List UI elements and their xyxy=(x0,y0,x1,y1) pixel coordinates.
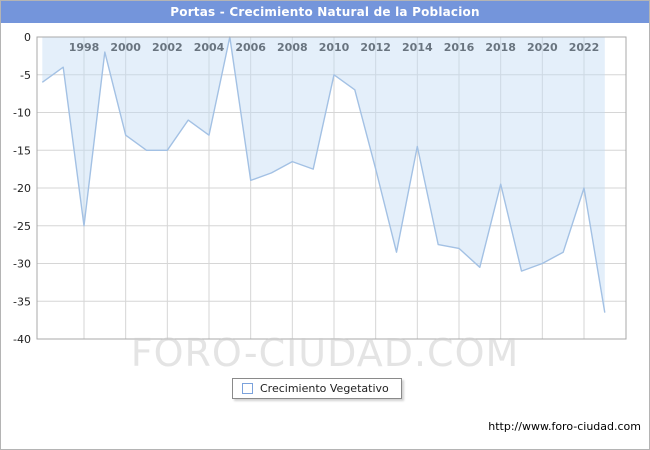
page-title: Portas - Crecimiento Natural de la Pobla… xyxy=(170,5,480,19)
y-tick-label: -5 xyxy=(20,69,31,82)
x-tick-label: 2016 xyxy=(444,41,475,54)
y-tick-label: 0 xyxy=(24,31,31,44)
series-area xyxy=(42,37,605,313)
x-tick-label: 2022 xyxy=(569,41,600,54)
footer-url-link[interactable]: http://www.foro-ciudad.com xyxy=(488,420,641,433)
y-tick-label: -35 xyxy=(13,295,31,308)
y-tick-label: -25 xyxy=(13,220,31,233)
y-tick-label: -15 xyxy=(13,144,31,157)
x-tick-label: 2008 xyxy=(277,41,308,54)
y-tick-label: -30 xyxy=(13,258,31,271)
y-tick-label: -20 xyxy=(13,182,31,195)
legend-box: Crecimiento Vegetativo xyxy=(232,378,402,399)
x-tick-label: 2018 xyxy=(485,41,516,54)
x-tick-label: 2000 xyxy=(110,41,141,54)
x-tick-label: 2002 xyxy=(152,41,183,54)
x-tick-label: 2006 xyxy=(235,41,266,54)
y-tick-label: -10 xyxy=(13,107,31,120)
plot-area: 0 -5 -10 -15 -20 -25 -30 -35 -40 1998 2000 2002 2004… xyxy=(1,23,649,368)
series-swatch-icon xyxy=(242,383,253,394)
x-tick-label: 1998 xyxy=(69,41,100,54)
x-tick-label: 2020 xyxy=(527,41,558,54)
x-tick-label: 2014 xyxy=(402,41,433,54)
natural-growth-chart: 0 -5 -10 -15 -20 -25 -30 -35 -40 1998 2000 2002 2004… xyxy=(13,31,627,346)
legend-label: Crecimiento Vegetativo xyxy=(260,382,389,395)
title-bar: Portas - Crecimiento Natural de la Pobla… xyxy=(1,1,649,23)
y-tick-label: -40 xyxy=(13,333,31,346)
x-tick-label: 2012 xyxy=(360,41,391,54)
series-line xyxy=(41,36,606,313)
x-tick-label: 2004 xyxy=(194,41,225,54)
x-tick-label: 2010 xyxy=(319,41,350,54)
